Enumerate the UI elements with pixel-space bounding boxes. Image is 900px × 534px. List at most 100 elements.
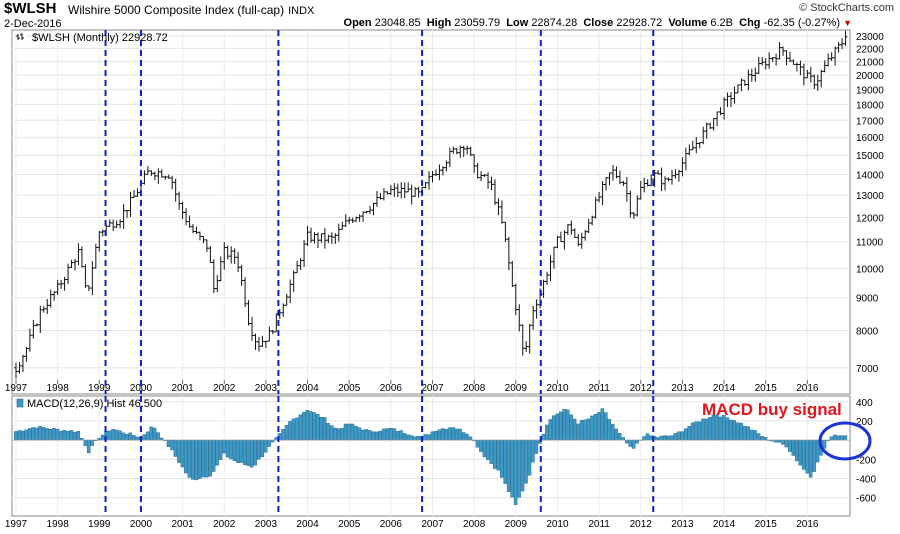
histogram-bar (722, 415, 726, 441)
macd-x-tick-label: 2006 (380, 519, 403, 530)
histogram-bar (86, 439, 91, 454)
high-label: High (426, 17, 452, 29)
histogram-bar (246, 439, 251, 466)
price-bar (45, 298, 50, 315)
price-bar (590, 215, 594, 226)
price-bar (704, 122, 709, 139)
price-bar (802, 63, 806, 86)
histogram-bar (378, 430, 382, 441)
price-bar (159, 169, 164, 178)
price-bar (385, 191, 390, 195)
histogram-bar (829, 436, 834, 441)
histogram-bar (100, 434, 105, 441)
price-bar (500, 200, 504, 224)
macd-x-tick-label: 2009 (505, 519, 528, 530)
close-label: Close (583, 17, 614, 29)
histogram-bar (125, 433, 129, 441)
price-bar (406, 182, 411, 193)
price-bar (87, 285, 91, 292)
price-bars (14, 30, 848, 379)
price-bar (48, 289, 53, 308)
price-bar (271, 329, 275, 335)
histogram-bar (215, 439, 219, 466)
histogram-bar (437, 429, 441, 441)
price-bar (701, 126, 706, 145)
change-value: -62.35 (-0.27%) (763, 17, 841, 29)
histogram-bar (777, 439, 782, 443)
histogram-bar (624, 439, 629, 444)
histogram-bar (274, 437, 278, 441)
price-bar (510, 260, 515, 288)
histogram-bar (180, 439, 185, 468)
price-bar (312, 232, 317, 244)
histogram-bar (586, 418, 591, 441)
histogram-bar (683, 428, 688, 441)
histogram-bar (590, 415, 594, 441)
price-bar (652, 169, 657, 188)
price-bar (836, 41, 841, 53)
price-bar (531, 305, 535, 330)
macd-x-tick-label: 2000 (130, 519, 153, 530)
price-bar (826, 53, 830, 67)
price-bar (298, 258, 303, 271)
open-label: Open (343, 17, 372, 29)
price-bar (264, 340, 268, 348)
price-bar (569, 220, 574, 235)
price-bar (586, 218, 591, 233)
price-bar (166, 174, 171, 179)
price-bar (416, 186, 421, 198)
price-x-tick-label: 2005 (338, 383, 361, 394)
macd-buy-signal-annotation: MACD buy signal (702, 400, 842, 419)
price-bar (243, 277, 247, 307)
histogram-bar (295, 417, 299, 441)
histogram-bar (73, 431, 77, 441)
chart-symbol: $WLSH (4, 0, 57, 17)
price-bar (170, 175, 174, 190)
histogram-bar (534, 439, 539, 454)
price-bar (697, 142, 702, 149)
volume-label: Volume (668, 17, 708, 29)
price-bar (840, 38, 844, 50)
price-bar (607, 172, 612, 186)
histogram-bar (166, 439, 171, 447)
price-bar (444, 160, 449, 172)
price-bar (201, 235, 206, 244)
histogram-bar (430, 431, 435, 441)
histogram-bar (517, 439, 521, 498)
price-x-tick-label: 2014 (713, 383, 736, 394)
price-bar (402, 182, 407, 199)
price-bar (434, 169, 438, 177)
price-legend-text: $WLSH (Monthly) 22928.72 (32, 32, 168, 44)
price-bar (309, 227, 313, 243)
macd-y-tick-label: 200 (856, 417, 873, 428)
histogram-bar (225, 439, 230, 458)
histogram-bar (513, 439, 518, 505)
histogram-bar (558, 411, 563, 441)
price-bar (142, 170, 147, 185)
price-bar (371, 202, 376, 216)
stockcharts-brand: © StockCharts.com (799, 2, 894, 14)
price-gridlines (12, 30, 850, 380)
price-bar (364, 210, 369, 214)
price-bar (62, 276, 67, 291)
price-bar (635, 195, 640, 217)
price-bar (482, 173, 487, 178)
macd-x-tick-label: 1998 (47, 519, 70, 530)
price-bar (788, 51, 792, 63)
low-value: 22874.28 (531, 17, 578, 29)
histogram-bar (486, 439, 490, 460)
macd-x-axis: 1997 1998 1999 2000 2001 2002 2003 2004 2005 2006… (5, 519, 819, 530)
price-x-tick-label: 2001 (171, 383, 194, 394)
histogram-bar (177, 439, 181, 463)
price-x-tick-label: 1999 (88, 383, 111, 394)
histogram-bar (263, 439, 268, 453)
histogram-bar (128, 432, 133, 441)
histogram-bar (840, 435, 844, 441)
price-bar (725, 92, 730, 107)
histogram-bar (406, 434, 410, 441)
macd-y-tick-label: -600 (856, 494, 876, 505)
histogram-bar (597, 412, 601, 441)
price-bar (465, 145, 470, 155)
price-bar (357, 214, 362, 222)
histogram-bar (187, 439, 192, 478)
